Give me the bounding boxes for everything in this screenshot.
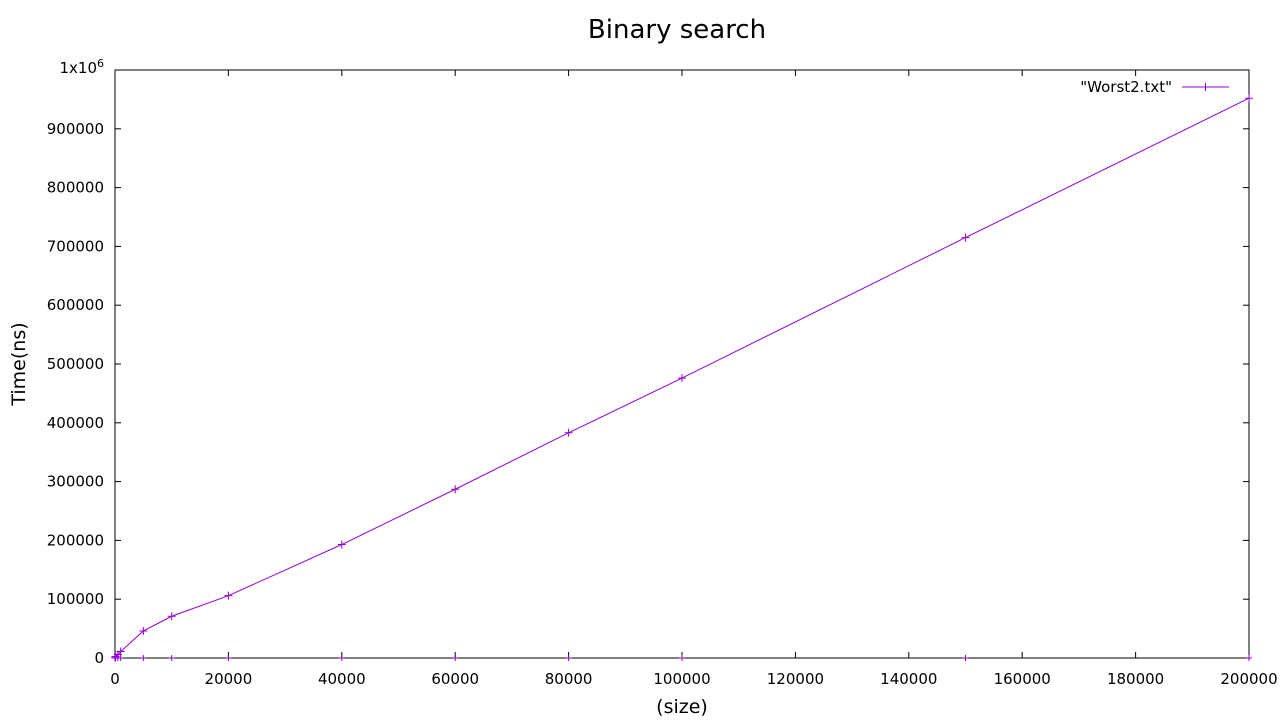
data-point (678, 374, 686, 383)
baseline-point (679, 655, 685, 661)
y-axis-label: Time(ns) (8, 322, 30, 406)
x-tick-label: 40000 (318, 670, 366, 688)
data-point (564, 428, 573, 437)
y-tick-label: 300000 (47, 473, 104, 491)
data-point (961, 233, 970, 242)
data-point (139, 626, 148, 635)
data-point (1245, 94, 1253, 103)
baseline-point (565, 655, 572, 661)
legend: "Worst2.txt" (1080, 78, 1229, 96)
x-tick-label: 140000 (880, 670, 937, 688)
x-tick-label: 60000 (431, 670, 479, 688)
baseline-point (338, 655, 345, 661)
x-tick-label: 0 (110, 670, 120, 688)
y-tick-label: 500000 (47, 355, 104, 373)
baseline-point (225, 655, 232, 661)
baseline-point (117, 655, 124, 661)
data-point (224, 591, 233, 600)
baseline-point (168, 655, 175, 661)
y-axis: 0 100000 200000 300000 400000 500000 600000 700… (47, 57, 1249, 667)
baseline-point (452, 655, 459, 661)
y-tick-label: 600000 (47, 296, 104, 314)
x-tick-label: 160000 (994, 670, 1051, 688)
baseline-point (962, 655, 969, 661)
y-tick-label: 800000 (47, 179, 104, 197)
y-tick-label: 200000 (47, 531, 104, 549)
x-tick-label: 80000 (545, 670, 593, 688)
data-point (116, 647, 125, 656)
x-axis-label: (size) (656, 696, 708, 718)
x-tick-label: 120000 (767, 670, 824, 688)
y-tick-label: 0 (94, 649, 104, 667)
baseline-point (1246, 655, 1252, 661)
x-axis: 0 20000 40000 60000 80000 100000 120000 140000 1… (110, 70, 1278, 688)
x-tick-label: 20000 (205, 670, 253, 688)
baseline-point (140, 655, 147, 661)
x-tick-label: 100000 (653, 670, 710, 688)
data-point (337, 540, 346, 549)
y-tick-label: 1x106 (59, 57, 104, 77)
x-tick-label: 180000 (1107, 670, 1164, 688)
y-tick-label-base: 1x10 (59, 59, 97, 77)
chart-title: Binary search (588, 15, 766, 45)
y-tick-label: 900000 (47, 120, 104, 138)
data-point (451, 485, 460, 494)
x-tick-label: 200000 (1220, 670, 1277, 688)
y-tick-label: 700000 (47, 237, 104, 255)
y-tick-label-exponent: 6 (97, 57, 104, 70)
legend-marker (1201, 83, 1210, 91)
series-layer (111, 94, 1253, 662)
data-point (167, 612, 176, 621)
y-tick-label: 400000 (47, 414, 104, 432)
y-tick-label: 100000 (47, 590, 104, 608)
legend-label: "Worst2.txt" (1080, 78, 1172, 96)
